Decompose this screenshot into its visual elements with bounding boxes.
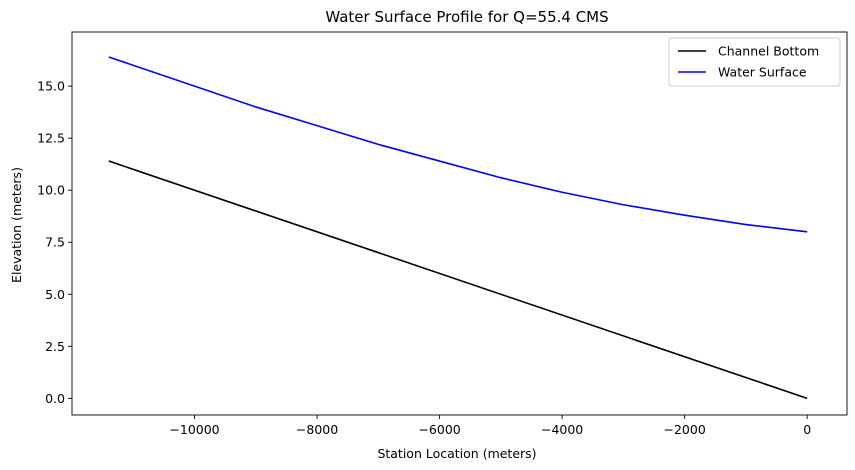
x-tick-label: −10000 [169, 422, 219, 437]
series-line-water-surface [108, 56, 808, 233]
y-tick-label: 7.5 [45, 235, 65, 250]
x-axis-label: Station Location (meters) [377, 446, 536, 461]
y-tick-label: 15.0 [37, 79, 65, 94]
plot-area: −10000 −8000 −6000 −4000 −2000 0 0.0 2.5 5.0 7.5 1… [37, 31, 848, 437]
series-line-channel-bottom [108, 160, 808, 400]
legend-label: Water Surface [718, 65, 807, 80]
legend-label: Channel Bottom [718, 44, 819, 59]
y-tick-label: 12.5 [37, 131, 65, 146]
y-tick-label: 10.0 [37, 183, 65, 198]
x-tick-label: −8000 [296, 422, 338, 437]
y-tick-label: 5.0 [45, 287, 65, 302]
x-tick-label: −2000 [663, 422, 705, 437]
x-tick-label: −4000 [541, 422, 583, 437]
legend: Channel Bottom Water Surface [668, 37, 841, 87]
chart-title: Water Surface Profile for Q=55.4 CMS [325, 8, 608, 26]
y-tick-label: 2.5 [45, 339, 65, 354]
legend-box [668, 37, 841, 87]
x-tick-label: −6000 [418, 422, 460, 437]
plot-frame [71, 31, 848, 416]
y-axis-label: Elevation (meters) [9, 167, 24, 283]
x-tick-label: 0 [803, 422, 811, 437]
y-tick-label: 0.0 [45, 391, 65, 406]
